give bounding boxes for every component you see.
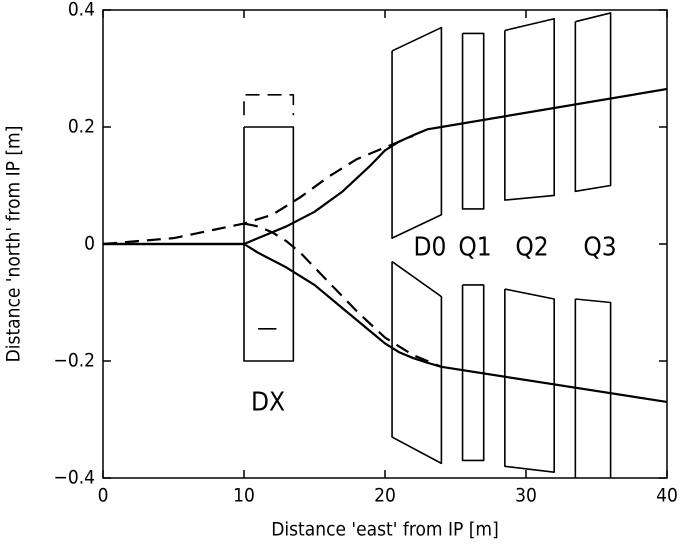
x-tick-label: 30 bbox=[515, 485, 537, 507]
magnet-outline bbox=[461, 32, 485, 210]
magnet-label: Q2 bbox=[515, 233, 548, 263]
magnet-label: Q1 bbox=[458, 233, 491, 263]
magnet-outline bbox=[504, 17, 555, 201]
x-tick-label: 20 bbox=[374, 485, 396, 507]
magnet-outline bbox=[243, 126, 295, 362]
magnet-label: Q3 bbox=[583, 233, 616, 263]
x-tick-label: 10 bbox=[233, 485, 255, 507]
magnet-label: DX bbox=[251, 388, 285, 418]
y-axis-label: Distance 'north' from IP [m] bbox=[3, 126, 25, 363]
trajectory bbox=[243, 222, 442, 368]
trajectory bbox=[103, 134, 414, 246]
magnet-outline bbox=[574, 298, 612, 478]
magnet-outline bbox=[461, 284, 485, 462]
magnet-outline bbox=[391, 26, 443, 239]
magnet-outline bbox=[243, 94, 295, 116]
plot-area bbox=[103, 12, 667, 478]
magnet-outline bbox=[391, 260, 443, 465]
x-tick-label: 0 bbox=[98, 485, 109, 507]
trajectory bbox=[103, 87, 667, 246]
x-tick-label: 40 bbox=[656, 485, 678, 507]
y-tick-label: 0.2 bbox=[68, 116, 95, 138]
magnet-label: D0 bbox=[414, 233, 447, 263]
y-tick-label: 0 bbox=[84, 233, 95, 255]
y-tick-label: 0.4 bbox=[68, 0, 95, 21]
y-tick-label: −0.4 bbox=[54, 467, 96, 489]
trajectory bbox=[103, 242, 667, 404]
magnet-outline bbox=[504, 288, 555, 473]
y-tick-label: −0.2 bbox=[54, 350, 96, 372]
magnet-outline bbox=[574, 12, 612, 193]
x-axis-label: Distance 'east' from IP [m] bbox=[271, 519, 499, 541]
